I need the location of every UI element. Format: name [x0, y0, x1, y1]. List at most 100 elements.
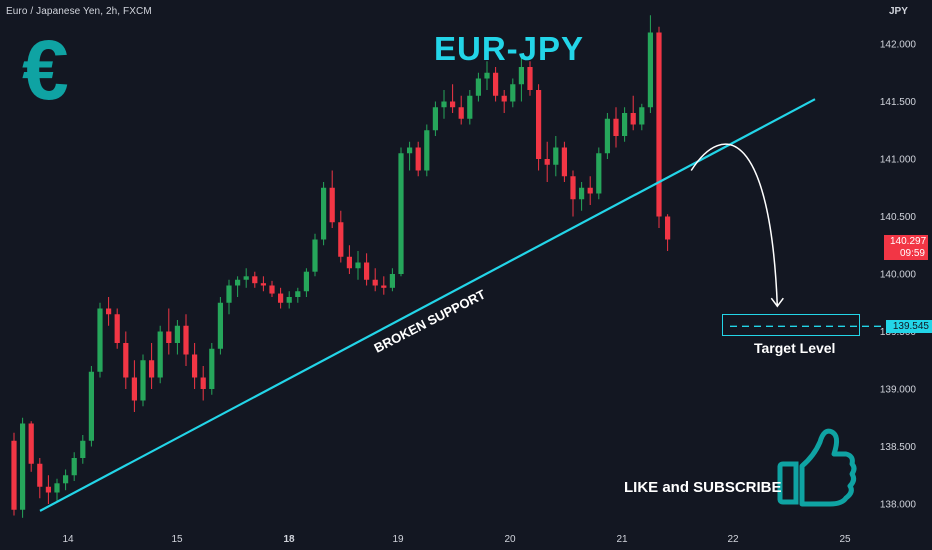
- candle-down: [665, 216, 671, 240]
- candle-up: [286, 297, 292, 303]
- thumbs-up-icon: [777, 428, 857, 507]
- time-tick-label: 18: [283, 534, 295, 545]
- candle-down: [106, 308, 112, 315]
- last-price-tag: 140.297: [884, 235, 928, 248]
- candle-down: [364, 262, 370, 280]
- candle-down: [252, 276, 258, 284]
- candle-down: [123, 343, 129, 378]
- candle-down: [183, 325, 189, 355]
- candle-up: [596, 153, 602, 194]
- candle-up: [647, 32, 653, 108]
- time-tick-label: 25: [839, 534, 851, 545]
- candle-up: [639, 107, 645, 125]
- candle-up: [604, 118, 610, 154]
- price-tick-label: 140.500: [880, 212, 917, 223]
- candle-down: [28, 423, 34, 464]
- candle-up: [97, 308, 103, 372]
- candle-up: [54, 483, 60, 493]
- candle-down: [381, 285, 387, 288]
- candle-down: [269, 285, 275, 294]
- candle-up: [140, 360, 146, 401]
- candle-down: [149, 360, 155, 378]
- candle-down: [587, 187, 593, 194]
- time-tick-label: 21: [616, 534, 628, 545]
- candle-down: [544, 159, 550, 165]
- candle-up: [398, 153, 404, 274]
- candle-up: [484, 72, 490, 79]
- candle-down: [346, 256, 352, 269]
- candle-up: [467, 95, 473, 119]
- candle-down: [192, 354, 198, 378]
- candle-down: [630, 113, 636, 125]
- candle-up: [20, 423, 26, 510]
- subscribe-callout: LIKE and SUBSCRIBE: [624, 479, 782, 496]
- candle-down: [131, 377, 137, 401]
- candle-down: [493, 72, 499, 96]
- symbol-header: Euro / Japanese Yen, 2h, FXCM: [6, 6, 152, 17]
- candle-down: [536, 90, 542, 159]
- candle-up: [518, 67, 524, 85]
- price-tick-label: 142.000: [880, 40, 917, 51]
- euro-logo: €: [22, 23, 69, 117]
- time-tick-label: 15: [171, 534, 183, 545]
- candle-down: [166, 331, 172, 343]
- target-label: Target Level: [754, 340, 836, 356]
- candle-up: [226, 285, 232, 303]
- candle-up: [424, 130, 430, 171]
- price-tick-label: 141.500: [880, 97, 917, 108]
- candle-down: [200, 377, 206, 389]
- candle-up: [80, 440, 86, 458]
- price-tick-label: 140.000: [880, 270, 917, 281]
- candle-up: [579, 187, 585, 200]
- candle-up: [622, 113, 628, 136]
- candle-up: [303, 271, 309, 292]
- candle-countdown-tag: 09:59: [884, 247, 928, 260]
- candle-down: [260, 283, 266, 286]
- candle-up: [553, 147, 559, 165]
- candle-up: [88, 371, 94, 441]
- support-trendline: [39, 98, 816, 512]
- time-tick-label: 20: [504, 534, 516, 545]
- candle-down: [501, 95, 507, 102]
- candle-up: [389, 274, 395, 288]
- projected-move-arrow: [690, 143, 779, 307]
- candle-up: [209, 348, 215, 389]
- candle-down: [458, 107, 464, 119]
- candle-up: [174, 325, 180, 343]
- candle-up: [510, 84, 516, 102]
- candle-down: [656, 32, 662, 217]
- candle-up: [355, 262, 361, 269]
- target-box: [722, 314, 860, 336]
- candle-down: [45, 486, 51, 493]
- time-axis: 14 15 18 19 20 21 22 25: [62, 534, 851, 545]
- candle-down: [114, 314, 120, 343]
- time-tick-label: 19: [392, 534, 404, 545]
- candle-down: [450, 101, 456, 108]
- price-tick-label: 138.500: [880, 442, 917, 453]
- chart-title: EUR-JPY: [434, 30, 585, 67]
- candle-down: [527, 67, 533, 90]
- target-price-tag: 139.545: [886, 320, 932, 333]
- candle-down: [561, 147, 567, 177]
- price-tick-label: 139.000: [880, 385, 917, 396]
- candle-up: [71, 458, 77, 476]
- candle-down: [329, 187, 335, 223]
- candle-down: [11, 440, 17, 510]
- price-tick-label: 141.000: [880, 155, 917, 166]
- candle-up: [441, 101, 447, 108]
- candle-up: [407, 147, 413, 154]
- candle-up: [157, 331, 163, 378]
- candles-layer: [11, 15, 671, 518]
- candle-down: [372, 279, 378, 286]
- time-tick-label: 14: [62, 534, 74, 545]
- candle-up: [217, 302, 223, 349]
- candle-down: [613, 118, 619, 136]
- candle-up: [321, 187, 327, 240]
- candle-up: [475, 78, 481, 96]
- price-axis: 142.000141.500141.000140.500140.000139.5…: [880, 40, 917, 511]
- currency-label: JPY: [889, 6, 908, 17]
- candle-up: [432, 107, 438, 131]
- candle-down: [570, 176, 576, 200]
- time-tick-label: 22: [727, 534, 739, 545]
